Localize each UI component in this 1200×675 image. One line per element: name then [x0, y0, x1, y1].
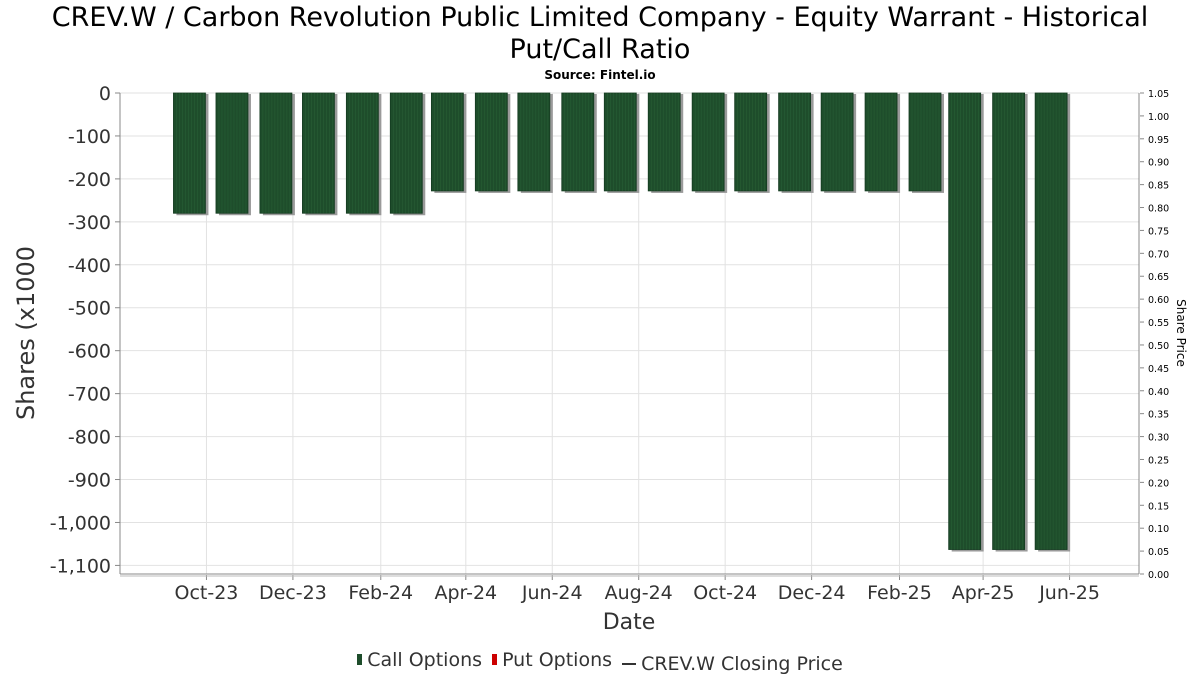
y2-tick-label: 0.40 [1148, 387, 1169, 398]
y-tick-label: -1,100 [50, 555, 111, 577]
y-axis-title: Shares (x1000 [12, 246, 40, 420]
bar-call-options [215, 92, 249, 214]
y2-tick-label: 0.80 [1148, 204, 1169, 215]
legend-swatch-call-options [357, 654, 363, 665]
bar-call-options [778, 92, 812, 192]
y2-tick-label: 0.45 [1148, 364, 1169, 375]
y-tick-label: -200 [68, 169, 111, 191]
x-tick-label: Dec-24 [778, 582, 846, 604]
y2-tick-label: 0.30 [1148, 433, 1169, 444]
bar-call-options [259, 92, 293, 214]
legend: Call Options Put Options CREV.W Closing … [0, 648, 1200, 675]
chart-title: CREV.W / Carbon Revolution Public Limite… [0, 2, 1200, 66]
bar-call-options [864, 92, 898, 192]
bar-call-options [430, 92, 464, 192]
bar-call-options [948, 92, 982, 550]
y2-tick-label: 0.90 [1148, 158, 1169, 169]
bar-call-options [389, 92, 423, 214]
bar-call-options [734, 92, 768, 192]
y2-tick-label: 0.95 [1148, 135, 1169, 146]
legend-item-put-options: Put Options [492, 649, 612, 671]
bar-call-options [345, 92, 379, 214]
y2-tick-label: 0.85 [1148, 181, 1169, 192]
y-tick-label: -400 [68, 255, 111, 277]
legend-label-put-options: Put Options [502, 648, 613, 671]
chart-title-line-2: Put/Call Ratio [509, 34, 691, 65]
legend-item-call-options: Call Options [357, 649, 482, 671]
chart-subtitle: Source: Fintel.io [544, 68, 656, 82]
bar-call-options [820, 92, 854, 192]
y2-tick-label: 0.55 [1148, 318, 1169, 329]
y2-tick-label: 0.35 [1148, 410, 1169, 421]
y2-tick-label: 0.15 [1148, 501, 1169, 512]
y-tick-label: -300 [68, 212, 111, 234]
y2-tick-label: 0.20 [1148, 478, 1169, 489]
y-tick-label: -500 [68, 298, 111, 320]
x-tick-label: Apr-24 [434, 582, 497, 604]
legend-swatch-closing-price [622, 663, 637, 665]
bar-call-options [603, 92, 637, 192]
legend-label-call-options: Call Options [367, 648, 483, 671]
y2-tick-label: 0.75 [1148, 226, 1169, 237]
bar-call-options [561, 92, 595, 192]
bar-call-options [908, 92, 942, 192]
y2-tick-label: 0.65 [1148, 272, 1169, 283]
x-tick-label: Feb-25 [867, 582, 932, 604]
y-tick-label: -800 [68, 427, 111, 449]
bar-call-options [992, 92, 1026, 550]
x-tick-label: Aug-24 [605, 582, 673, 604]
legend-item-closing-price: CREV.W Closing Price [622, 653, 843, 675]
y-tick-label: -100 [68, 126, 111, 148]
y2-tick-label: 0.00 [1148, 570, 1169, 581]
y2-tick-label: 1.00 [1148, 112, 1169, 123]
y2-tick-label: 1.05 [1148, 89, 1169, 100]
bar-call-options [691, 92, 725, 192]
y2-tick-label: 0.50 [1148, 341, 1169, 352]
bar-call-options [173, 92, 206, 214]
x-axis-title: Date [603, 610, 656, 635]
y-tick-label: 0 [99, 83, 111, 105]
x-tick-label: Feb-24 [348, 582, 413, 604]
bar-call-options [517, 92, 551, 192]
y2-tick-label: 0.10 [1148, 524, 1169, 535]
bar-call-options [474, 92, 508, 192]
y-tick-label: -700 [68, 384, 111, 406]
y2-axis-title: Share Price [1174, 299, 1188, 367]
y2-tick-label: 0.05 [1148, 547, 1169, 558]
y-tick-label: -900 [68, 470, 111, 492]
x-tick-label: Dec-23 [259, 582, 327, 604]
x-tick-label: Jun-24 [521, 582, 583, 604]
bar-call-options [302, 92, 335, 214]
y2-tick-label: 0.70 [1148, 249, 1169, 260]
x-tick-label: Jun-25 [1038, 582, 1100, 604]
x-tick-label: Apr-25 [952, 582, 1015, 604]
bar-call-options [1034, 92, 1068, 550]
legend-swatch-put-options [492, 654, 498, 665]
y-tick-label: -600 [68, 341, 111, 363]
legend-label-closing-price: CREV.W Closing Price [641, 653, 843, 675]
chart-title-line-1: CREV.W / Carbon Revolution Public Limite… [51, 2, 1149, 33]
x-tick-label: Oct-23 [175, 582, 239, 604]
y2-tick-label: 0.60 [1148, 295, 1169, 306]
bar-call-options [647, 92, 681, 192]
y2-tick-label: 0.25 [1148, 455, 1169, 466]
x-tick-label: Oct-24 [693, 582, 757, 604]
y-tick-label: -1,000 [50, 512, 111, 534]
